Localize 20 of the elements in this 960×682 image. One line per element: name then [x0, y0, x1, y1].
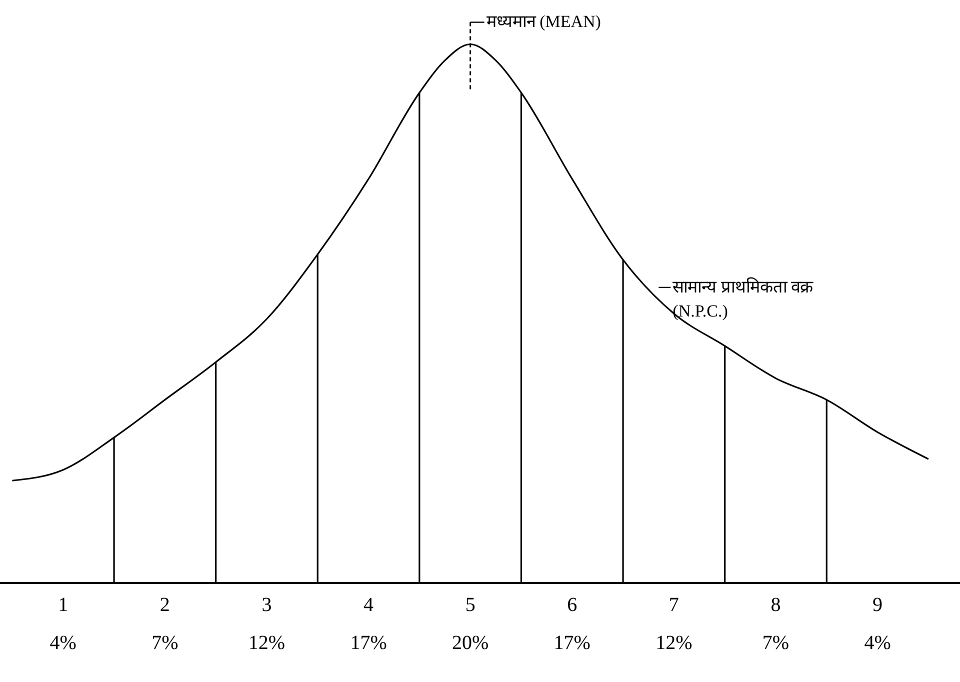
x-tick-label: 3	[262, 594, 272, 616]
text: 4%	[864, 632, 891, 654]
text: 12%	[248, 632, 286, 654]
x-tick-label: 6	[567, 594, 578, 616]
text: 7%	[152, 632, 178, 654]
text: 20%	[452, 632, 489, 654]
text: 7%	[762, 632, 790, 654]
x-tick-label: 5	[465, 594, 476, 616]
text: 17%	[554, 632, 590, 654]
x-tick-label: 7	[668, 594, 679, 616]
x-tick-label: 8	[770, 594, 781, 616]
x-tick-label: 2	[160, 594, 170, 616]
annotation: सामान्य प्राथमिकता वक्र (N.P.C.)	[672, 276, 814, 320]
x-tick-label: 4	[364, 594, 374, 616]
annotation: मध्यमान (MEAN)	[486, 12, 601, 32]
x-tick-label: 1	[58, 594, 68, 616]
text: 4%	[50, 632, 76, 654]
text: 17%	[350, 632, 387, 654]
x-tick-label: 9	[872, 594, 883, 616]
text: 12%	[656, 632, 692, 654]
